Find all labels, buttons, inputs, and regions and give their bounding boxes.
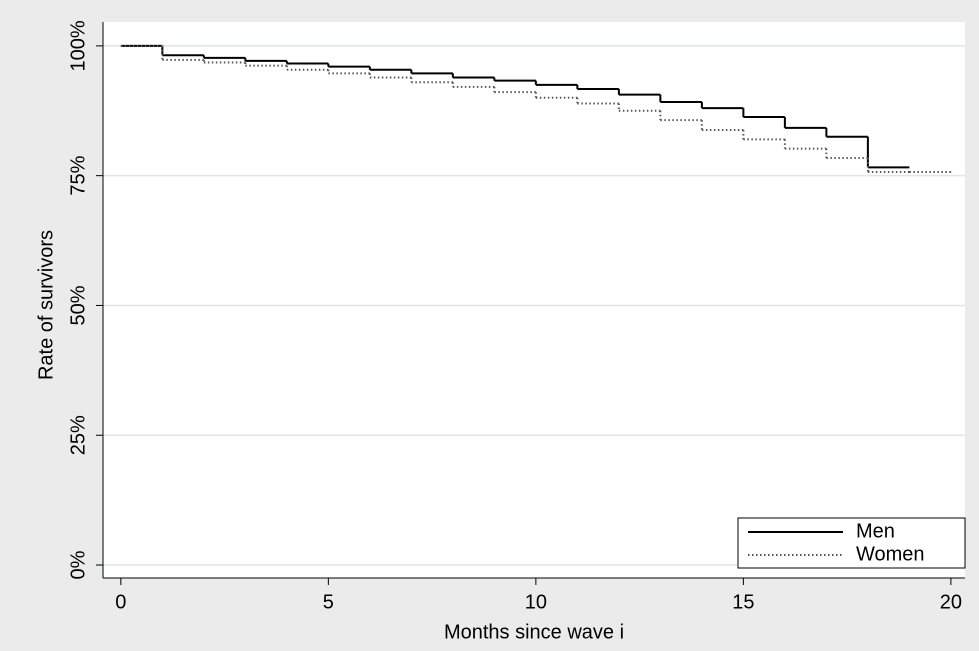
y-axis-label: Rate of survivors [35, 230, 57, 380]
legend-label: Men [856, 520, 895, 542]
x-tick-label: 15 [732, 591, 754, 613]
legend-box [737, 517, 966, 569]
plot-area [103, 22, 965, 578]
y-tick-label: 0% [67, 550, 89, 579]
x-tick-label: 10 [525, 591, 547, 613]
y-tick-label: 25% [67, 415, 89, 455]
legend-label: Women [856, 543, 925, 565]
ticks: 0% 25% 50% 75% 100% 0 5 10 15 20 [67, 20, 962, 613]
y-tick-label: 75% [67, 155, 89, 195]
lines [120, 44, 951, 174]
x-tick-label: 5 [323, 591, 334, 613]
x-tick-label: 0 [115, 591, 126, 613]
y-tick-label: 50% [67, 285, 89, 325]
x-tick-label: 20 [940, 591, 962, 613]
x-axis-label: Months since wave i [444, 621, 624, 643]
y-tick-label: 100% [67, 20, 89, 71]
